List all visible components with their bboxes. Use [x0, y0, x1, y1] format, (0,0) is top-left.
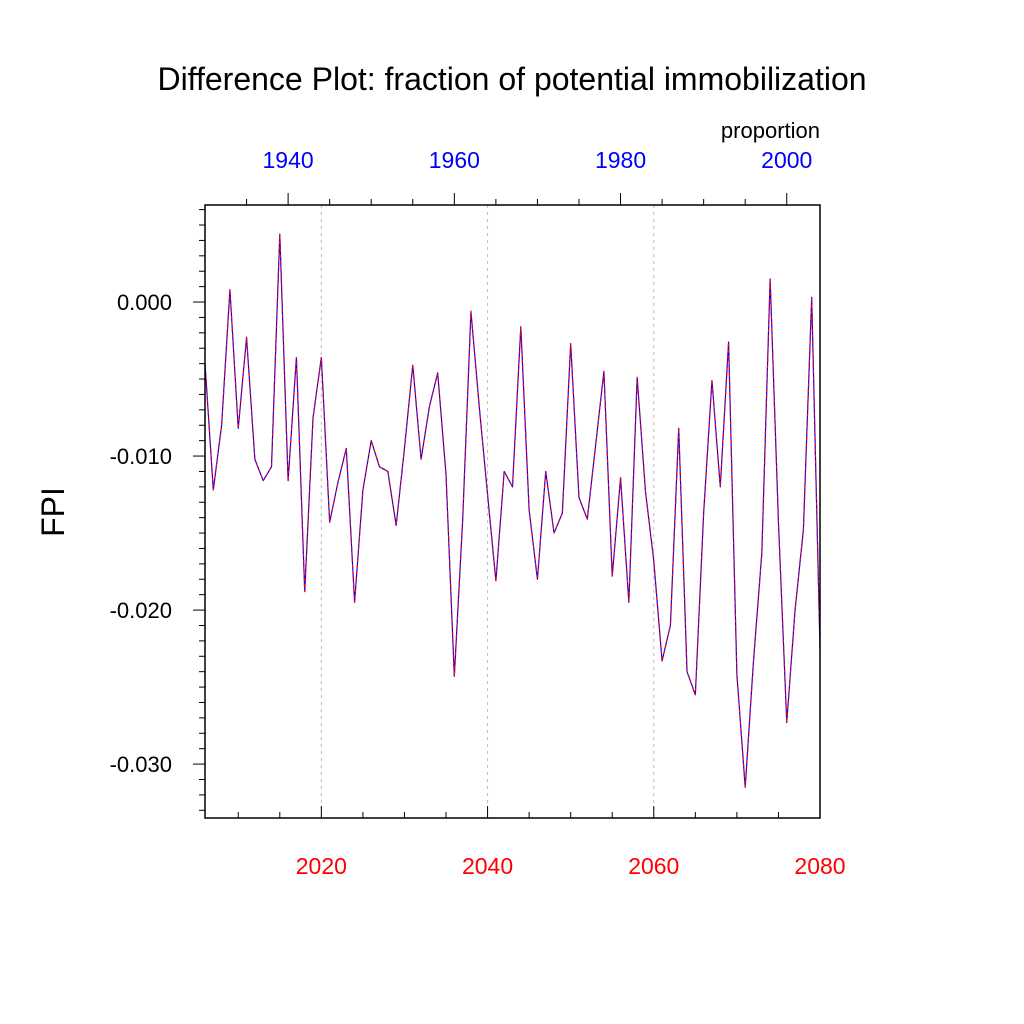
top-x-tick-label: 1960	[429, 147, 480, 173]
y-tick-label: -0.020	[110, 598, 172, 623]
gridlines	[320, 205, 655, 818]
y-tick-label: -0.010	[110, 444, 172, 469]
x-tick-label: 2080	[794, 853, 845, 879]
series-line-dashed	[204, 233, 821, 788]
units-label: proportion	[721, 118, 820, 143]
y-axis-label: FPI	[35, 487, 71, 537]
top-x-tick-label: 2000	[761, 147, 812, 173]
y-tick-label: 0.000	[117, 290, 172, 315]
x-tick-label: 2040	[462, 853, 513, 879]
x-tick-label: 2020	[296, 853, 347, 879]
axis-ticks	[193, 193, 821, 818]
x-tick-label: 2060	[628, 853, 679, 879]
y-tick-label: -0.030	[110, 752, 172, 777]
plot-frame	[204, 204, 821, 819]
tick-labels: 2020 2040 2060 2080 1940 1960 1980 2000 0.000 -0.…	[110, 147, 846, 879]
data-series	[204, 233, 821, 788]
chart-title: Difference Plot: fraction of potential i…	[157, 61, 866, 97]
series-line	[204, 233, 821, 788]
top-x-tick-label: 1940	[263, 147, 314, 173]
top-x-tick-label: 1980	[595, 147, 646, 173]
